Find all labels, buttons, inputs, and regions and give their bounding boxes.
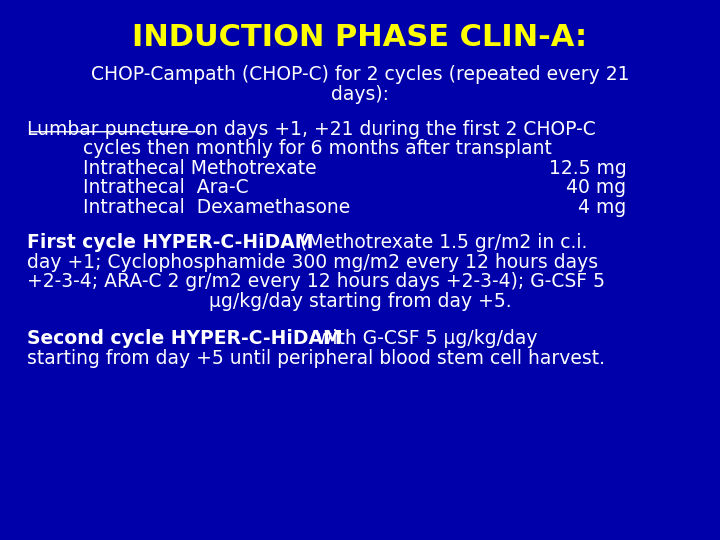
Text: +2-3-4; ARA-C 2 gr/m2 every 12 hours days +2-3-4); G-CSF 5: +2-3-4; ARA-C 2 gr/m2 every 12 hours day…: [27, 272, 606, 291]
Text: Second cycle HYPER-C-HiDAM: Second cycle HYPER-C-HiDAM: [27, 329, 342, 348]
Text: μg/kg/day starting from day +5.: μg/kg/day starting from day +5.: [209, 292, 511, 310]
Text: Intrathecal  Ara-C: Intrathecal Ara-C: [83, 178, 248, 197]
Text: (Methotrexate 1.5 gr/m2 in c.i.: (Methotrexate 1.5 gr/m2 in c.i.: [294, 233, 587, 252]
Text: Lumbar puncture on days +1, +21 during the first 2 CHOP-C: Lumbar puncture on days +1, +21 during t…: [27, 120, 596, 139]
Text: with G-CSF 5 μg/kg/day: with G-CSF 5 μg/kg/day: [311, 329, 538, 348]
Text: CHOP-Campath (CHOP-C) for 2 cycles (repeated every 21: CHOP-Campath (CHOP-C) for 2 cycles (repe…: [91, 65, 629, 84]
Text: Intrathecal Methotrexate: Intrathecal Methotrexate: [83, 159, 316, 178]
Text: days):: days):: [331, 85, 389, 104]
Text: starting from day +5 until peripheral blood stem cell harvest.: starting from day +5 until peripheral bl…: [27, 349, 606, 368]
Text: 40 mg: 40 mg: [566, 178, 626, 197]
Text: First cycle HYPER-C-HiDAM: First cycle HYPER-C-HiDAM: [27, 233, 314, 252]
Text: 12.5 mg: 12.5 mg: [549, 159, 626, 178]
Text: day +1; Cyclophosphamide 300 mg/m2 every 12 hours days: day +1; Cyclophosphamide 300 mg/m2 every…: [27, 253, 598, 272]
Text: cycles then monthly for 6 months after transplant: cycles then monthly for 6 months after t…: [83, 139, 552, 158]
Text: Intrathecal  Dexamethasone: Intrathecal Dexamethasone: [83, 198, 350, 217]
Text: 4 mg: 4 mg: [578, 198, 626, 217]
Text: INDUCTION PHASE CLIN-A:: INDUCTION PHASE CLIN-A:: [132, 23, 588, 52]
